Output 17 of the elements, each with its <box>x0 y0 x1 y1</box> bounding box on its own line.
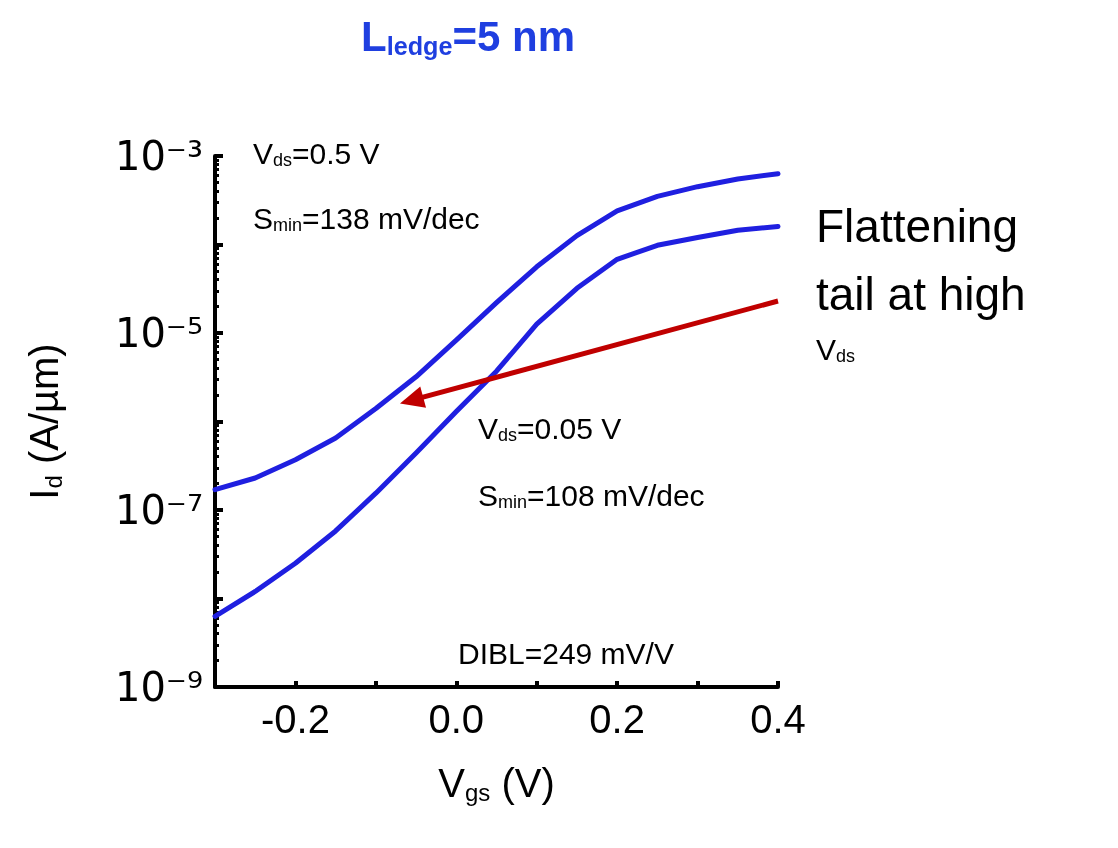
annotation: DIBL=249 mV/V <box>458 636 674 670</box>
annotation: Vds=0.05 V <box>478 411 622 445</box>
x-tick-label: 0.0 <box>428 697 485 741</box>
text: Flattening tail at high Vds <box>816 200 1026 366</box>
annotation: Smin=108 mV/dec <box>478 478 705 512</box>
y-tick-label: 10⁻⁷ <box>114 487 203 533</box>
x-axis-title: Vgs (V) <box>438 761 555 806</box>
y-tick-label: 10⁻³ <box>114 133 203 179</box>
x-tick-label: -0.2 <box>260 697 330 741</box>
x-tick-label: 0.2 <box>589 697 645 741</box>
x-tick-label: 0.4 <box>750 697 806 741</box>
annotation: Vds=0.5 V <box>253 136 380 170</box>
annotation: Smin=138 mV/dec <box>253 201 480 235</box>
y-tick-label: 10⁻⁵ <box>114 310 203 356</box>
y-axis-title: Id (A/µm) <box>22 343 67 500</box>
y-tick-label: 10⁻⁹ <box>114 664 203 710</box>
chart-title: Lledge=5 nm <box>361 13 575 61</box>
